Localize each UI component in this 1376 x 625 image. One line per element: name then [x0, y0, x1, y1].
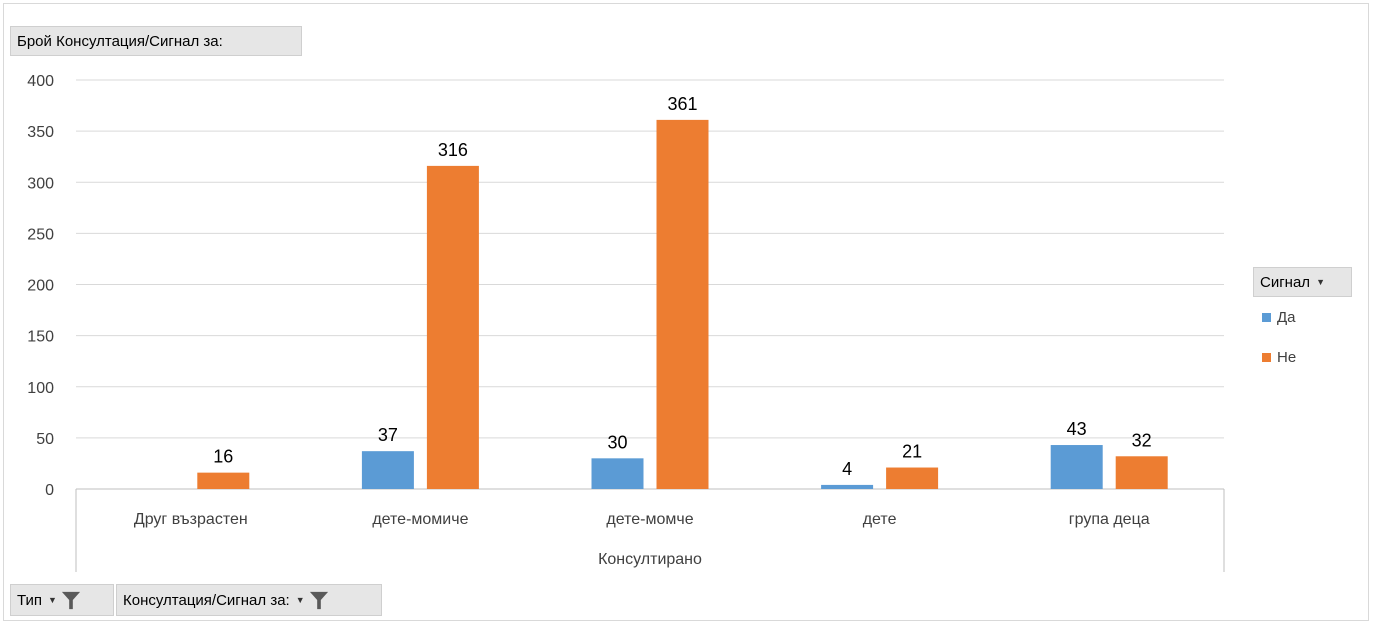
- filter-label-consultation: Консултация/Сигнал за:: [123, 591, 290, 609]
- x-tick-label: група деца: [1069, 511, 1150, 528]
- bar-da: [361, 451, 414, 489]
- filter-button-type[interactable]: Тип ▼: [10, 584, 114, 616]
- value-field-button[interactable]: Брой Консултация/Сигнал за:: [10, 26, 302, 56]
- legend-swatch-ne: [1262, 352, 1271, 362]
- filter-button-consultation[interactable]: Консултация/Сигнал за: ▼: [116, 584, 382, 616]
- y-tick-label: 0: [45, 482, 54, 499]
- chart-frame: [3, 3, 1369, 621]
- data-label: 361: [667, 94, 697, 114]
- x-tick-label: Друг възрастен: [134, 511, 248, 528]
- bar-da: [1050, 445, 1103, 489]
- x-tick-label: дете-момче: [606, 511, 693, 528]
- bar-da: [821, 484, 874, 489]
- data-label: 30: [607, 432, 627, 452]
- x-tick-label: дете-момиче: [372, 511, 468, 528]
- legend-title: Сигнал: [1260, 273, 1311, 291]
- chevron-down-icon[interactable]: ▼: [1316, 277, 1325, 287]
- chevron-down-icon[interactable]: ▼: [295, 595, 305, 605]
- y-tick-label: 200: [27, 278, 54, 295]
- bar-ne: [1115, 456, 1168, 489]
- bar-ne: [197, 472, 250, 489]
- bar-ne: [426, 165, 479, 489]
- filter-label-type: Тип: [17, 591, 43, 609]
- x-axis-title: Консултирано: [598, 551, 702, 568]
- data-label: 21: [902, 442, 922, 462]
- bar-da: [591, 458, 644, 489]
- y-tick-label: 400: [27, 73, 54, 90]
- data-label: 16: [213, 447, 233, 467]
- chevron-down-icon[interactable]: ▼: [48, 595, 57, 605]
- legend-swatch-da: [1262, 312, 1271, 322]
- data-label: 4: [842, 459, 852, 479]
- filter-icon[interactable]: [309, 590, 329, 610]
- x-tick-label: дете: [863, 511, 897, 528]
- bar-ne: [656, 119, 709, 489]
- data-label: 37: [378, 425, 398, 445]
- y-tick-label: 250: [27, 226, 54, 243]
- legend-label-ne: Не: [1277, 348, 1297, 366]
- y-tick-label: 300: [27, 175, 54, 192]
- data-label: 32: [1132, 430, 1152, 450]
- legend-item-da[interactable]: Да: [1262, 305, 1296, 329]
- bar-ne: [886, 467, 939, 489]
- y-tick-label: 350: [27, 124, 54, 141]
- filter-icon[interactable]: [61, 590, 81, 610]
- y-tick-label: 150: [27, 329, 54, 346]
- legend-item-ne[interactable]: Не: [1262, 345, 1296, 369]
- legend: Да Не: [1262, 305, 1296, 385]
- data-label: 43: [1067, 419, 1087, 439]
- y-tick-label: 100: [27, 380, 54, 397]
- legend-label-da: Да: [1277, 308, 1296, 326]
- y-tick-label: 50: [36, 431, 54, 448]
- data-label: 316: [438, 140, 468, 160]
- legend-field-button[interactable]: Сигнал ▼: [1253, 267, 1352, 297]
